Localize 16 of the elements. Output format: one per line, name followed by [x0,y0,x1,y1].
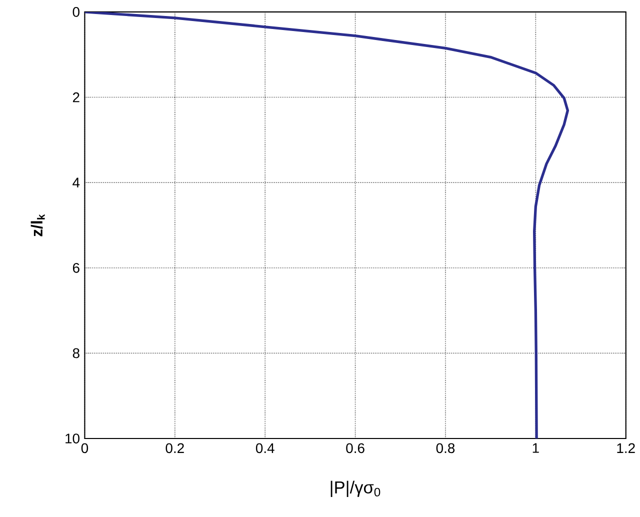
y-tick-label: 0 [72,6,80,17]
x-tick-label: 0.6 [346,443,364,453]
y-axis-title: z/l$_{k}$ [30,214,45,236]
x-tick-label: 1.2 [617,443,635,453]
y-tick-label: 10 [66,433,80,444]
line-series [84,12,570,438]
x-tick-label: 0.8 [436,443,455,453]
x-tick-label: 0.4 [256,443,274,453]
y-tick-label: 2 [72,92,80,102]
x-tick-label: 0 [81,443,88,453]
x-tick-label: 1 [532,443,539,453]
y-tick-label: 8 [72,348,80,358]
y-tick-label: 4 [72,178,80,188]
x-axis-title: |P|/γσ$_{0}$ [330,480,380,497]
x-tick-label: 0.2 [166,443,184,453]
y-tick-label: 6 [72,262,80,273]
